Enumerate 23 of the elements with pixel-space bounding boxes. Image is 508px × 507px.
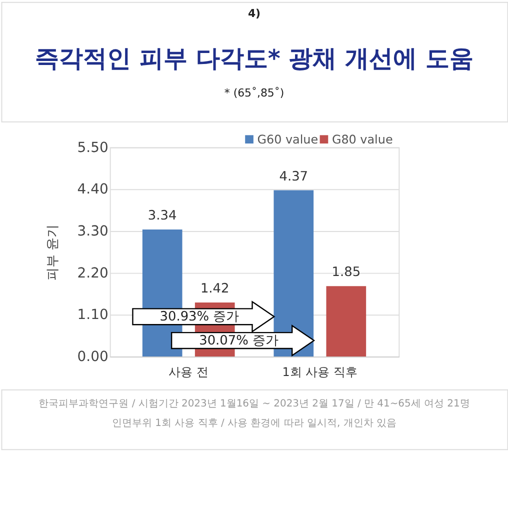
y-tick-label: 2.20 bbox=[77, 265, 108, 282]
text: 인면부위 1회 사용 직후 / 사용 환경에 따라 일시적, 개인차 있음 bbox=[112, 418, 396, 430]
y-axis-title: 피부 윤기 bbox=[45, 224, 60, 280]
data-label: 3.34 bbox=[148, 208, 177, 224]
bar bbox=[326, 286, 366, 356]
data-label: 1.42 bbox=[200, 282, 230, 297]
y-tick-label: 1.10 bbox=[77, 307, 108, 324]
x-tick-label: 사용 전 bbox=[168, 364, 208, 379]
y-tick-label: 0.00 bbox=[77, 348, 108, 365]
x-tick-label: 1회 사용 직후 bbox=[282, 364, 358, 379]
legend-label: G60 value bbox=[257, 132, 318, 146]
annotation: 30.07% 증가 bbox=[199, 334, 279, 349]
text: 4) bbox=[248, 6, 261, 20]
y-tick-label: 3.30 bbox=[77, 223, 108, 240]
chart-title: 즉각적인 피부 다각도* 광채 개선에 도움 bbox=[35, 44, 474, 73]
y-tick-label: 5.50 bbox=[77, 140, 108, 156]
data-label: 1.85 bbox=[332, 265, 361, 280]
text: * (65˚,85˚) bbox=[224, 86, 284, 100]
text: 한국피부과학연구원 / 시험기간 2023년 1월16일 ~ 2023년 2월 17일 / 만 41~65세 여성 21명 bbox=[38, 398, 470, 410]
data-label: 4.37 bbox=[279, 169, 308, 184]
annotation: 30.93% 증가 bbox=[160, 310, 240, 325]
legend-label: G80 value bbox=[332, 132, 393, 146]
y-tick-label: 4.40 bbox=[77, 182, 108, 198]
